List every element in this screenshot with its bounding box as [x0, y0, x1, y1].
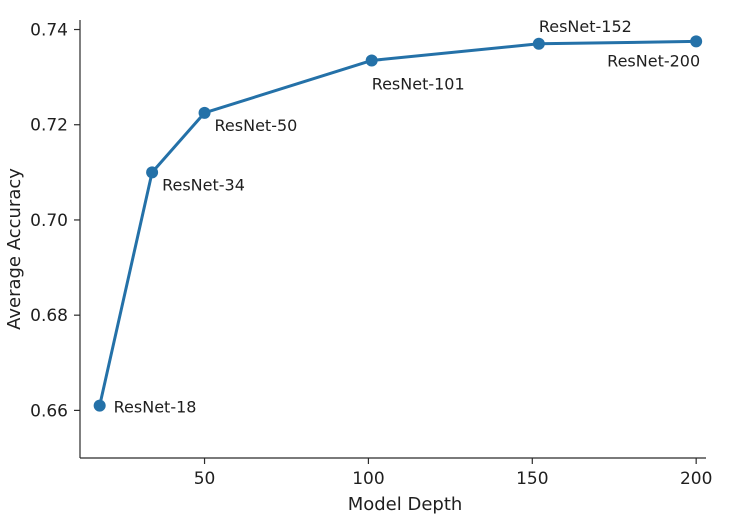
data-point — [198, 106, 211, 119]
data-point-label: ResNet-101 — [372, 74, 465, 93]
x-tick-label: 150 — [516, 469, 548, 489]
y-axis-label: Average Accuracy — [4, 168, 25, 330]
data-point-label: ResNet-18 — [114, 398, 197, 417]
data-point — [146, 166, 159, 179]
y-tick-label: 0.72 — [30, 116, 68, 136]
data-point — [690, 35, 703, 48]
x-axis-label: Model Depth — [348, 494, 463, 515]
x-axis-ticks: 50 100 150 200 — [194, 458, 712, 489]
data-points — [93, 35, 703, 412]
y-axis-ticks: 0.66 0.68 0.70 0.72 0.74 — [30, 21, 80, 421]
x-tick-label: 200 — [680, 469, 712, 489]
data-point-label: ResNet-34 — [162, 175, 245, 194]
x-tick-label: 50 — [194, 469, 216, 489]
data-point — [365, 54, 378, 67]
data-point-label: ResNet-200 — [607, 51, 700, 70]
data-point — [93, 399, 106, 412]
y-tick-label: 0.74 — [30, 21, 68, 41]
data-point-label: ResNet-152 — [539, 17, 632, 36]
axes — [79, 20, 706, 459]
y-tick-label: 0.70 — [30, 211, 68, 231]
series-line — [98, 39, 698, 408]
data-point — [532, 37, 545, 50]
x-tick-label: 100 — [352, 469, 384, 489]
data-point-labels: ResNet-18 ResNet-34 ResNet-50 ResNet-101 Res… — [114, 17, 701, 417]
data-point-label: ResNet-50 — [215, 116, 298, 135]
y-tick-label: 0.66 — [30, 401, 68, 421]
y-tick-label: 0.68 — [30, 306, 68, 326]
